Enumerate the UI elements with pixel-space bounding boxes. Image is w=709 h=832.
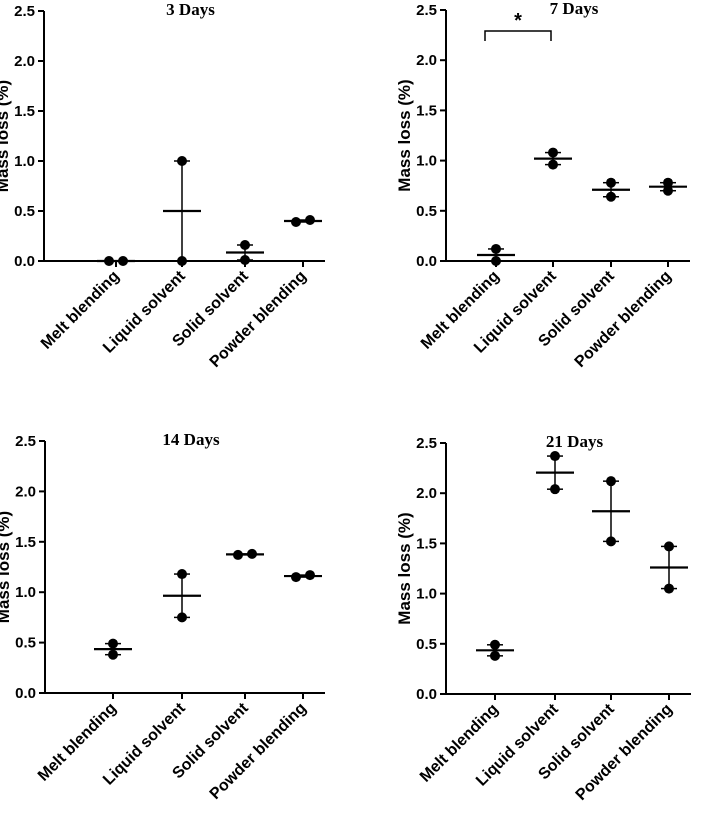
y-tick-label: 0.0 [416,253,437,270]
y-tick-label: 1.5 [416,102,437,119]
data-point [490,650,500,661]
data-point [491,256,501,266]
y-tick-label: 0.5 [14,203,35,220]
data-point [177,156,187,166]
data-point [291,217,301,227]
y-tick-label: 1.5 [416,535,437,552]
data-point [118,256,128,266]
y-tick-label: 0.0 [14,253,35,270]
y-tick-label: 2.0 [416,485,437,502]
y-tick-label: 0.0 [15,685,36,702]
data-point [550,451,560,462]
data-point [664,583,674,594]
y-tick-label: 2.0 [15,483,36,500]
y-axis-title: Mass loss (%) [395,512,414,624]
data-point [548,147,558,158]
data-point [490,639,500,650]
data-point [177,612,187,623]
data-point [305,215,315,225]
data-point [606,536,616,547]
y-tick-label: 2.5 [416,2,437,19]
y-axis-title: Mass loss (%) [0,80,12,192]
y-tick-label: 1.5 [15,534,36,551]
y-tick-label: 1.0 [14,153,35,170]
x-category-label: Powder blending [573,701,676,804]
y-tick-label: 0.5 [416,203,437,220]
x-category-label: Powder blending [207,700,310,803]
y-tick-label: 0.5 [416,636,437,653]
data-point [305,570,315,581]
data-point [108,638,118,649]
y-tick-label: 2.5 [15,433,36,450]
data-point [491,243,501,254]
significance-bracket [484,30,552,41]
data-point [663,177,673,188]
data-point [104,256,114,266]
data-point [664,541,674,552]
significance-label: * [514,10,522,32]
x-category-label: Powder blending [207,268,310,371]
y-tick-label: 1.0 [416,586,437,603]
y-tick-label: 0.5 [15,635,36,652]
y-tick-label: 0.0 [416,686,437,703]
y-tick-label: 2.0 [416,52,437,69]
data-point [550,484,560,495]
data-point [548,159,558,170]
data-point [663,185,673,196]
data-point [247,548,257,559]
data-point [291,572,301,583]
panel-title: 3 Days [166,0,215,19]
x-category-label: Powder blending [572,268,675,371]
y-axis-title: Mass loss (%) [395,79,414,191]
data-point [606,476,616,487]
data-point [233,549,243,560]
data-point [240,240,250,250]
data-point [606,177,616,188]
data-point [177,256,187,266]
panel-title: 21 Days [546,432,604,451]
data-point [606,191,616,202]
y-axis-title: Mass loss (%) [0,511,13,623]
y-tick-label: 2.5 [14,3,35,20]
y-tick-label: 2.0 [14,53,35,70]
data-point [177,569,187,580]
data-point [240,255,250,265]
y-tick-label: 2.5 [416,435,437,452]
y-tick-label: 1.0 [15,584,36,601]
y-tick-label: 1.0 [416,153,437,170]
panel-title: 14 Days [162,430,220,449]
y-tick-label: 1.5 [14,103,35,120]
data-point [108,649,118,660]
panel-title: 7 Days [550,0,599,18]
